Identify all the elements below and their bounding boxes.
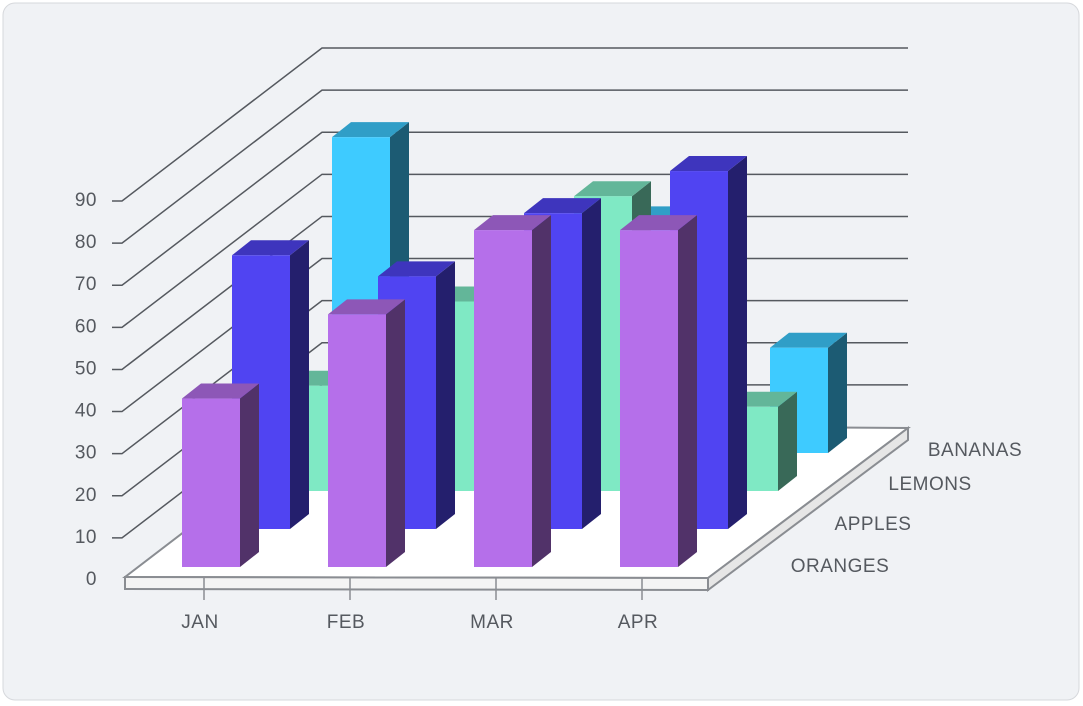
legend-label: APPLES (835, 514, 912, 535)
grid-line (112, 47, 908, 202)
y-tick-label: 70 (75, 274, 97, 295)
bar-side (678, 215, 697, 567)
bar-top (770, 332, 847, 348)
y-tick-label: 80 (75, 232, 97, 253)
grid-line (112, 173, 908, 329)
bar-side (532, 215, 551, 567)
bar-side (828, 332, 847, 453)
y-tick-label: 20 (75, 485, 97, 506)
legend-label: LEMONS (888, 474, 971, 495)
x-tick-label: APR (618, 612, 659, 633)
bar-side (240, 383, 259, 567)
y-tick-label: 30 (75, 443, 97, 464)
bar-side (290, 240, 309, 529)
bar-top (670, 156, 747, 172)
bars (182, 122, 847, 567)
bar-top (524, 198, 601, 214)
bar (620, 215, 697, 567)
x-tick-label: JAN (181, 612, 218, 633)
bar-front (182, 398, 240, 567)
bar-side (582, 198, 601, 529)
bar-top (232, 240, 309, 256)
bar (328, 299, 405, 567)
bar-front (474, 230, 532, 567)
x-tick-label: MAR (470, 612, 514, 633)
bar-top (328, 299, 405, 315)
bar-front (328, 314, 386, 567)
bar (474, 215, 551, 567)
bar-side (436, 261, 455, 529)
grid-line (112, 131, 908, 286)
bar-side (386, 299, 405, 567)
y-tick-label: 0 (86, 569, 97, 590)
grid-line (112, 89, 908, 244)
legend-label: ORANGES (791, 556, 890, 577)
bar-top (620, 215, 697, 231)
bar-side (728, 156, 747, 530)
y-tick-label: 40 (75, 401, 97, 422)
bar-top (378, 261, 455, 277)
bar-top (332, 122, 409, 138)
y-tick-label: 60 (75, 316, 97, 337)
y-tick-label: 90 (75, 190, 97, 211)
bar (182, 383, 259, 567)
bar-top (574, 181, 651, 197)
bar-top (474, 215, 551, 231)
bar-top (182, 383, 259, 399)
floor-side (707, 426, 909, 592)
floor-edge (124, 575, 709, 592)
y-tick-label: 50 (75, 358, 97, 379)
bar-side (778, 391, 797, 491)
bar-front (620, 230, 678, 567)
x-tick-label: FEB (327, 612, 365, 633)
legend-label: BANANAS (928, 440, 1022, 461)
y-tick-label: 10 (75, 527, 97, 548)
